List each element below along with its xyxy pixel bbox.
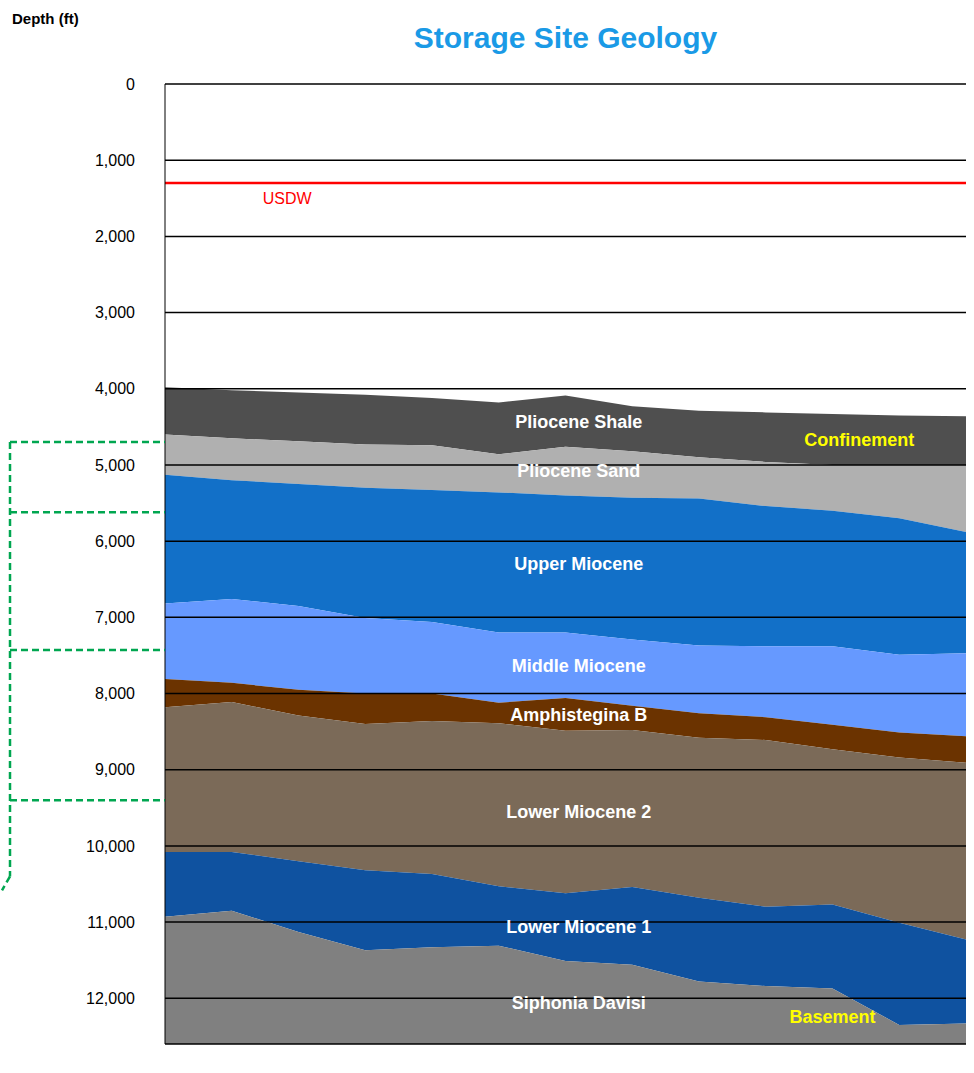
svg-text:7,000: 7,000	[95, 609, 135, 626]
html-text:Storage Site Geology: Storage Site Geology	[413, 21, 718, 54]
svg-text:8,000: 8,000	[95, 685, 135, 702]
svg-text:Amphistegina B: Amphistegina B	[510, 705, 647, 725]
svg-text:USDW: USDW	[263, 190, 313, 207]
svg-text:Middle Miocene: Middle Miocene	[512, 656, 646, 676]
svg-text:Lower Miocene 2: Lower Miocene 2	[506, 802, 651, 822]
svg-text:Confinement: Confinement	[804, 430, 914, 450]
svg-text:4,000: 4,000	[95, 380, 135, 397]
svg-text:1,000: 1,000	[95, 152, 135, 169]
html-text:Depth (ft): Depth (ft)	[12, 10, 79, 27]
svg-text:Basement: Basement	[789, 1007, 875, 1027]
svg-text:Pliocene Sand: Pliocene Sand	[517, 461, 640, 481]
svg-text:3,000: 3,000	[95, 304, 135, 321]
svg-text:Siphonia Davisi: Siphonia Davisi	[512, 993, 646, 1013]
svg-text:9,000: 9,000	[95, 761, 135, 778]
svg-text:12,000: 12,000	[86, 990, 135, 1007]
svg-text:10,000: 10,000	[86, 838, 135, 855]
svg-text:2,000: 2,000	[95, 228, 135, 245]
svg-text:0: 0	[126, 76, 135, 93]
svg-text:Upper Miocene: Upper Miocene	[514, 554, 643, 574]
svg-text:Pliocene Shale: Pliocene Shale	[515, 412, 642, 432]
svg-text:11,000: 11,000	[87, 914, 135, 931]
svg-text:Lower Miocene 1: Lower Miocene 1	[506, 917, 651, 937]
svg-text:5,000: 5,000	[95, 457, 135, 474]
svg-text:6,000: 6,000	[95, 533, 135, 550]
